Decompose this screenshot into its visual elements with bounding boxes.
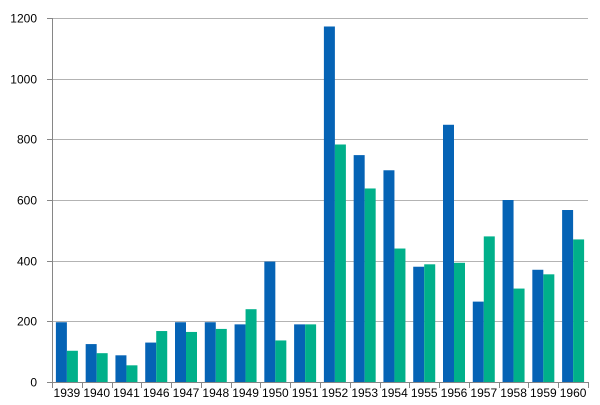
y-tick-label: 1200	[10, 12, 37, 26]
x-tick-label: 1954	[381, 386, 408, 400]
x-tick-label: 1946	[143, 386, 170, 400]
x-tick-label: 1948	[202, 386, 229, 400]
bar-series-2-1952	[334, 144, 346, 382]
bar-series-1-1954	[383, 170, 395, 382]
bar-series-2-1949	[245, 309, 257, 382]
bar-series-2-1960	[573, 239, 585, 382]
bar-series-2-1953	[364, 188, 376, 382]
bar-series-2-1948	[215, 328, 227, 382]
bar-series-1-1951	[294, 324, 306, 382]
bar-series-1-1956	[443, 124, 454, 383]
x-tick-label: 1947	[173, 386, 200, 400]
bar-series-1-1955	[413, 266, 425, 382]
bar-series-1-1947	[175, 322, 186, 382]
x-tick-label: 1952	[322, 386, 349, 400]
bar-series-1-1958	[502, 200, 514, 382]
x-tick-label: 1957	[470, 386, 497, 400]
bar-series-2-1954	[394, 248, 406, 382]
y-tick-label: 200	[17, 315, 37, 329]
y-tick-labels: 0 200 400 600 800 1000 1200	[10, 12, 37, 390]
y-tick-label: 0	[30, 376, 37, 390]
bar-series-2-1950	[275, 340, 287, 382]
bar-series-2-1939	[66, 350, 78, 382]
bar-series-2-1956	[454, 262, 465, 382]
bar-series-1-1959	[532, 269, 544, 382]
x-tick-label: 1941	[113, 386, 140, 400]
bar-series-1-1957	[472, 301, 484, 382]
bar-series-2-1957	[483, 236, 495, 382]
y-tick-label: 1000	[10, 73, 37, 87]
x-tick-label: 1953	[351, 386, 378, 400]
gridlines	[52, 18, 588, 322]
bar-series-2-1941	[126, 365, 138, 382]
x-tick-label: 1958	[500, 386, 527, 400]
y-tick-label: 400	[17, 255, 37, 269]
bar-series-2-1951	[305, 324, 317, 382]
x-tick-labels: 1939 1940 1941 1946 1947 1948 1949 1950 1951 1952…	[54, 386, 587, 400]
x-tick-label: 1955	[411, 386, 438, 400]
bar-series-1-1952	[323, 26, 335, 383]
bar-series-2-1947	[186, 331, 197, 382]
bar-series-2-1958	[513, 288, 525, 382]
bar-series-1-1960	[562, 210, 574, 382]
bar-series-2-1955	[424, 264, 436, 382]
bar-series-1-1950	[264, 261, 276, 382]
x-tick-label: 1959	[530, 386, 557, 400]
axes	[47, 18, 589, 388]
x-tick-label: 1949	[232, 386, 259, 400]
bar-series-2-1959	[543, 274, 555, 382]
bar-series-1-1939	[55, 322, 67, 382]
y-tick-label: 800	[17, 133, 37, 147]
bar-series-1-1948	[204, 322, 216, 382]
x-tick-label: 1956	[441, 386, 468, 400]
x-tick-label: 1960	[560, 386, 587, 400]
bars	[55, 26, 585, 383]
bar-series-1-1949	[234, 324, 246, 382]
x-tick-label: 1950	[262, 386, 289, 400]
bar-series-1-1946	[145, 342, 157, 382]
bar-series-2-1946	[156, 331, 168, 382]
x-tick-label: 1940	[83, 386, 110, 400]
bar-series-2-1940	[96, 353, 108, 382]
x-tick-label: 1951	[292, 386, 319, 400]
y-tick-label: 600	[17, 194, 37, 208]
bar-series-1-1941	[115, 355, 127, 382]
bar-series-1-1953	[353, 155, 365, 382]
x-tick-label: 1939	[54, 386, 81, 400]
bar-series-1-1940	[85, 344, 97, 382]
